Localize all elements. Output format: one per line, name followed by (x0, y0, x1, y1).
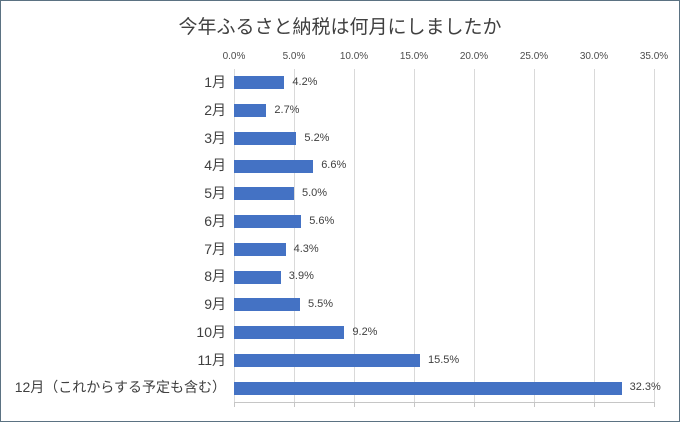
bar (234, 381, 622, 395)
bar (234, 76, 285, 90)
x-axis-tick-mark (293, 402, 295, 407)
category-label: 10月 (196, 323, 226, 340)
bar (234, 353, 420, 367)
gridline (413, 69, 415, 402)
bar (234, 270, 281, 284)
category-label: 4月 (204, 157, 226, 174)
gridline (233, 69, 235, 402)
gridline (533, 69, 535, 402)
category-label: 7月 (204, 240, 226, 257)
bar (234, 187, 294, 201)
chart-title: 今年ふるさと納税は何月にしましたか (178, 17, 502, 38)
value-label: 3.9% (288, 270, 314, 283)
value-label: 5.6% (309, 214, 335, 227)
x-axis-tick-label: 25.0% (519, 51, 549, 62)
x-axis-tick-mark (593, 402, 595, 407)
x-axis-tick-label: 20.0% (459, 51, 489, 62)
value-label: 5.5% (308, 298, 334, 310)
bar (234, 104, 267, 118)
x-axis-tick-label: 30.0% (579, 51, 609, 62)
gridline (653, 69, 655, 402)
category-label: 9月 (204, 296, 226, 312)
category-label: 12月（これからする予定も含む） (14, 379, 226, 396)
x-axis-tick-label: 10.0% (339, 51, 369, 62)
x-axis-line (234, 402, 654, 403)
value-label: 5.0% (302, 187, 328, 199)
x-axis-tick-mark (413, 402, 415, 407)
x-axis-tick-label: 35.0% (639, 51, 669, 62)
value-label: 2.7% (274, 103, 300, 116)
x-axis-tick-mark (353, 402, 355, 407)
x-axis-tick-mark (653, 402, 655, 407)
value-label: 9.2% (352, 325, 378, 338)
category-label: 5月 (204, 185, 226, 201)
bar (234, 242, 286, 256)
category-label: 6月 (204, 212, 226, 229)
value-label: 6.6% (321, 159, 347, 172)
gridline (353, 69, 355, 402)
value-label: 15.5% (428, 353, 460, 366)
category-label: 1月 (204, 74, 226, 90)
gridline (593, 69, 595, 402)
category-label: 8月 (204, 268, 226, 285)
value-label: 5.2% (304, 131, 330, 144)
category-label: 11月 (197, 351, 226, 368)
gridline (293, 69, 295, 402)
bar (234, 159, 314, 173)
x-axis-tick-mark (473, 402, 475, 407)
bar (234, 326, 345, 340)
x-axis-tick-mark (533, 402, 535, 407)
value-label: 4.3% (293, 242, 319, 255)
category-label: 3月 (204, 129, 226, 146)
x-axis-tick-label: 5.0% (282, 51, 306, 62)
x-axis-tick-label: 0.0% (222, 51, 246, 62)
bar (234, 298, 300, 312)
x-axis-tick-label: 15.0% (399, 51, 429, 62)
category-label: 2月 (204, 101, 226, 118)
bar (234, 215, 302, 229)
x-axis-tick-mark (233, 402, 235, 407)
bar (234, 131, 297, 145)
value-label: 4.2% (292, 76, 318, 88)
gridline (473, 69, 475, 402)
value-label: 32.3% (629, 381, 661, 394)
